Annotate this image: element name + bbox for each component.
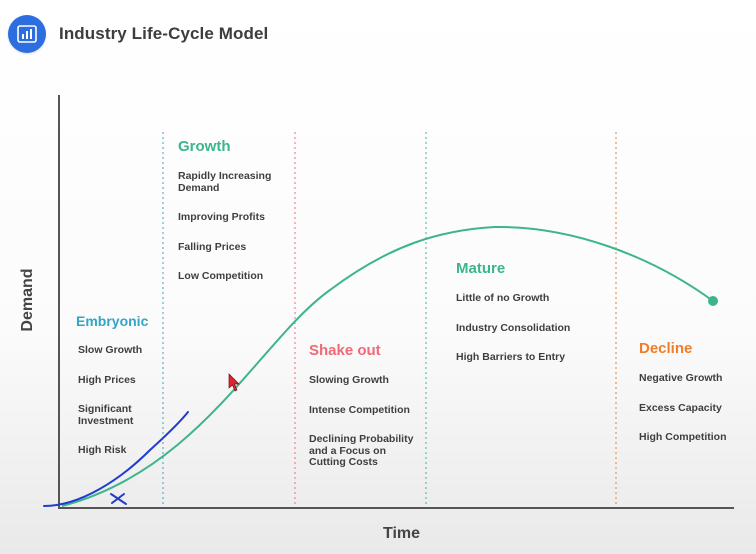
stage-item: Negative Growth [639,372,723,384]
stage-item: Intense Competition [309,403,410,416]
stage-item: High Prices [78,373,136,386]
stage-item: High Risk [78,444,127,456]
stage-item: Significant Investment [78,403,134,427]
curve-end-dot [708,296,718,306]
y-axis-label: Demand [19,268,36,332]
stage-item: Rapidly Increasing Demand [178,170,272,194]
demand-curve [61,225,714,507]
stage-title: Shake out [309,342,381,359]
stage-item: Slow Growth [78,344,143,356]
page-title: Industry Life-Cycle Model [59,24,269,43]
stage-item: High Competition [639,431,727,443]
annotation-stroke [43,411,189,507]
stage-item: Industry Consolidation [456,321,571,334]
stage-item: Slowing Growth [309,374,389,386]
stage-title: Decline [639,340,693,357]
x-axis-label: Time [383,525,421,542]
stage-decline: Decline Negative Growth Excess Capacity … [639,340,751,462]
annotation-x-mark [110,493,127,505]
stage-item: High Barriers to Entry [456,351,566,363]
stage-item: Improving Profits [178,211,265,223]
stage-embryonic: Embryonic Slow Growth High Prices Signif… [76,313,162,475]
bar-chart-icon [8,15,46,53]
stage-title: Mature [456,260,506,277]
cursor-icon [228,373,240,392]
header: Industry Life-Cycle Model [8,12,268,56]
stage-item: Excess Capacity [639,401,722,414]
stage-growth: Growth Rapidly Increasing Demand Improvi… [178,138,290,301]
stage-mature: Mature Little of no Growth Industry Cons… [456,260,606,382]
stage-shake-out: Shake out Slowing Growth Intense Competi… [309,342,425,487]
stage-title: Growth [178,138,231,155]
stage-item: Falling Prices [178,240,247,253]
stage-item: Little of no Growth [456,292,550,304]
stage-title: Embryonic [76,313,149,329]
stage-item: Low Competition [178,270,264,282]
stage-item: Declining Probability and a Focus on Cut… [309,433,414,468]
